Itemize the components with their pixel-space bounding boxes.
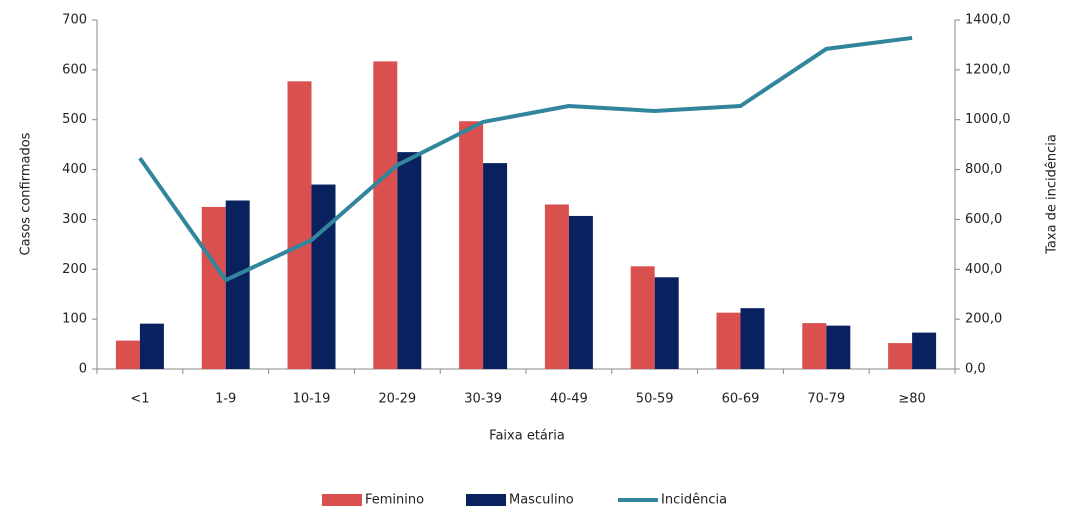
legend-swatch [466, 494, 506, 506]
y-tick-label: 500 [62, 112, 87, 127]
x-tick-label: 50-59 [636, 392, 674, 407]
legend-label: Incidência [661, 493, 727, 508]
y2-tick-label: 200,0 [965, 312, 1002, 327]
x-tick-label: ≥80 [898, 392, 925, 407]
bar [115, 340, 140, 369]
bar [225, 200, 250, 369]
bar [139, 323, 164, 369]
x-tick-label: 20-29 [378, 392, 416, 407]
bar [826, 325, 851, 369]
x-tick-label: 40-49 [550, 392, 588, 407]
line [138, 35, 913, 283]
x-tick-label: 70-79 [807, 392, 845, 407]
bar [287, 81, 312, 370]
bar [311, 184, 336, 369]
bar [740, 308, 765, 369]
y2-tick-label: 400,0 [965, 262, 1002, 277]
y2-tick-label: 1200,0 [965, 62, 1011, 77]
bar [201, 206, 226, 369]
y-axis-title: Casos confirmados [19, 132, 34, 255]
y2-tick-label: 800,0 [965, 162, 1002, 177]
legend-swatch [322, 494, 362, 506]
x-tick-label: 60-69 [722, 392, 760, 407]
y-tick-label: 100 [62, 312, 87, 327]
y2-tick-label: 600,0 [965, 212, 1002, 227]
y-tick-label: 600 [62, 62, 87, 77]
legend-label: Feminino [365, 493, 424, 508]
bar [654, 277, 679, 369]
y-tick-label: 700 [62, 13, 87, 28]
bar [459, 121, 484, 370]
legend-label: Masculino [509, 493, 574, 508]
bar [373, 61, 398, 369]
y-tick-label: 200 [62, 262, 87, 277]
x-tick-label: 30-39 [464, 392, 502, 407]
y-tick-label: 0 [79, 362, 87, 377]
y2-tick-label: 1000,0 [965, 112, 1011, 127]
bar [544, 204, 569, 369]
bar [912, 332, 937, 369]
bar [630, 266, 655, 369]
x-axis-title: Faixa etária [489, 429, 565, 444]
x-tick-label: <1 [130, 392, 149, 407]
y-tick-label: 400 [62, 162, 87, 177]
bar [716, 312, 741, 369]
bar [568, 215, 593, 369]
x-tick-label: 10-19 [293, 392, 331, 407]
bar [888, 343, 913, 369]
y-tick-label: 300 [62, 212, 87, 227]
bar [483, 163, 508, 369]
bar [802, 323, 827, 369]
x-tick-label: 1-9 [215, 392, 236, 407]
bar [397, 152, 422, 369]
y2-tick-label: 1400,0 [965, 13, 1011, 28]
y2-tick-label: 0,0 [965, 362, 986, 377]
y2-axis-title: Taxa de incidência [1045, 134, 1060, 255]
